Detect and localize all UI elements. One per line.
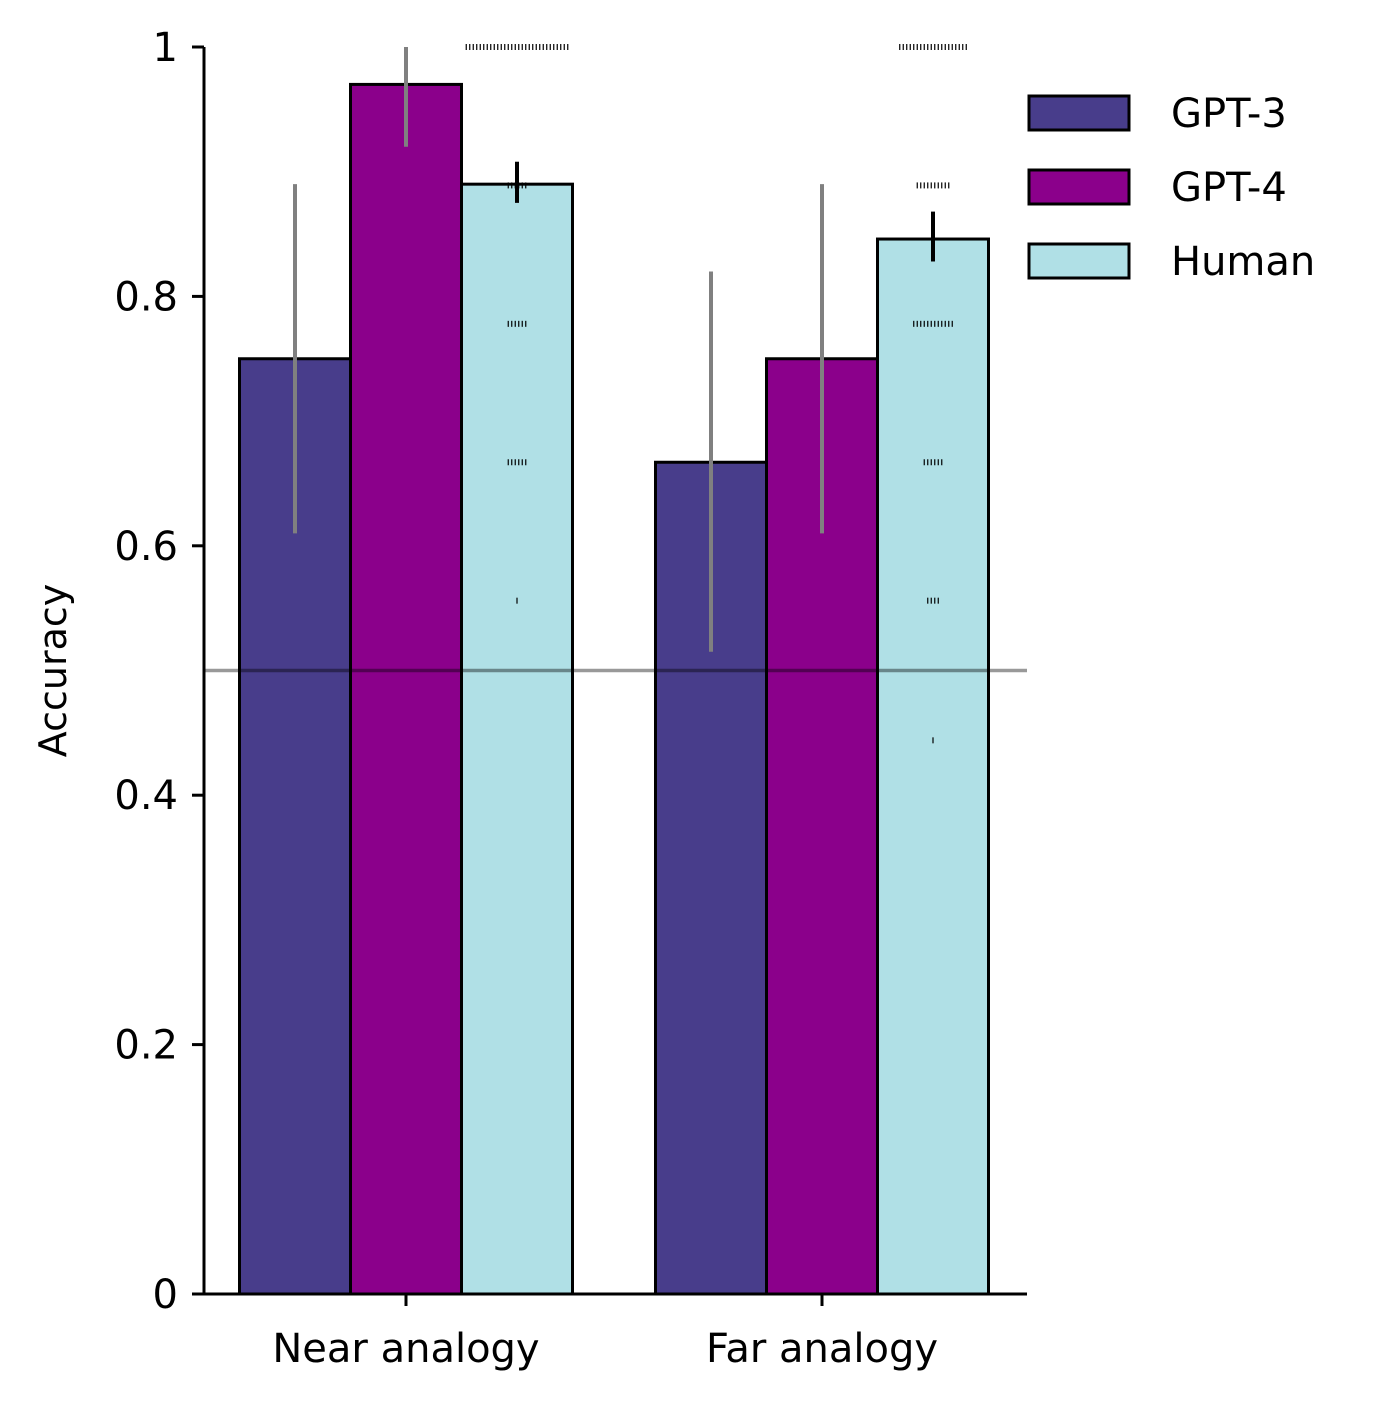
- individual-scores-layer: [465, 44, 967, 744]
- axes-layer: 0 0.2 0.4 0.6 0.8 1 Near analogy Far analogy: [114, 25, 1027, 1372]
- legend-swatch-human: [1027, 242, 1131, 280]
- y-tick-label: 1: [153, 25, 178, 71]
- legend-swatch-gpt-3: [1027, 94, 1131, 132]
- bar-human-far: [876, 237, 990, 1296]
- y-tick-label: 0.4: [114, 773, 178, 819]
- y-axis-label: Accuracy: [31, 584, 75, 758]
- legend-label-gpt-3: GPT-3: [1171, 91, 1287, 137]
- y-tick-label: 0: [153, 1272, 178, 1318]
- bar-human-near: [460, 182, 574, 1296]
- legend-swatch-gpt-4: [1027, 168, 1131, 206]
- bars-layer: [238, 82, 990, 1296]
- x-tick-label: Near analogy: [272, 1326, 539, 1372]
- y-tick-label: 0.6: [114, 524, 178, 570]
- bar-gpt-4-near: [349, 82, 463, 1296]
- legend-label-gpt-4: GPT-4: [1171, 165, 1287, 211]
- error-bars-layer: [293, 47, 935, 652]
- x-tick-label: Far analogy: [706, 1326, 938, 1372]
- legend: GPT-3 GPT-4 Human: [1027, 91, 1315, 285]
- y-tick-label: 0.8: [114, 274, 178, 320]
- legend-label-human: Human: [1171, 239, 1315, 285]
- y-tick-label: 0.2: [114, 1023, 178, 1069]
